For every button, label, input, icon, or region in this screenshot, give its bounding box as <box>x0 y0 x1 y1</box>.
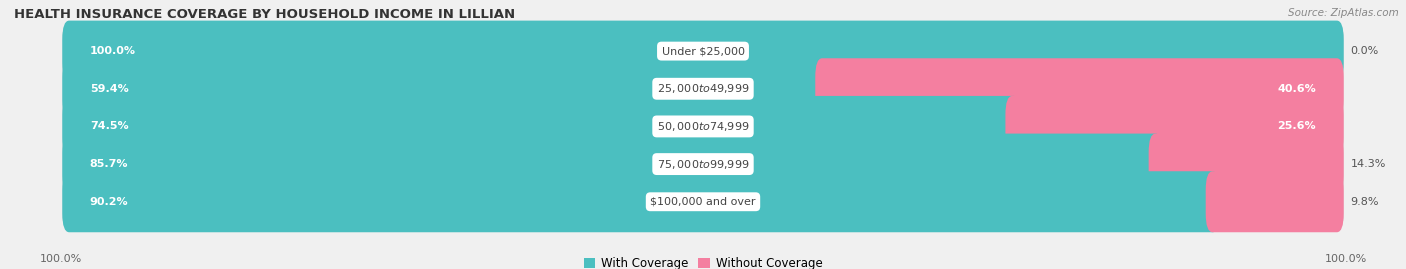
Text: $50,000 to $74,999: $50,000 to $74,999 <box>657 120 749 133</box>
FancyBboxPatch shape <box>62 134 1163 194</box>
FancyBboxPatch shape <box>62 58 830 119</box>
Text: 40.6%: 40.6% <box>1278 84 1316 94</box>
Text: 59.4%: 59.4% <box>90 84 128 94</box>
FancyBboxPatch shape <box>62 94 1344 158</box>
FancyBboxPatch shape <box>815 58 1344 119</box>
Text: 100.0%: 100.0% <box>39 254 82 264</box>
FancyBboxPatch shape <box>62 132 1344 196</box>
Text: 14.3%: 14.3% <box>1351 159 1386 169</box>
FancyBboxPatch shape <box>62 21 1344 82</box>
FancyBboxPatch shape <box>1206 171 1344 232</box>
FancyBboxPatch shape <box>62 57 1344 121</box>
Text: 100.0%: 100.0% <box>90 46 136 56</box>
FancyBboxPatch shape <box>1005 96 1344 157</box>
Text: HEALTH INSURANCE COVERAGE BY HOUSEHOLD INCOME IN LILLIAN: HEALTH INSURANCE COVERAGE BY HOUSEHOLD I… <box>14 8 515 21</box>
FancyBboxPatch shape <box>62 171 1219 232</box>
Text: 85.7%: 85.7% <box>90 159 128 169</box>
Text: Under $25,000: Under $25,000 <box>661 46 745 56</box>
Text: $75,000 to $99,999: $75,000 to $99,999 <box>657 158 749 171</box>
Text: 90.2%: 90.2% <box>90 197 128 207</box>
FancyBboxPatch shape <box>62 170 1344 234</box>
Text: 74.5%: 74.5% <box>90 121 128 132</box>
Text: 25.6%: 25.6% <box>1278 121 1316 132</box>
Legend: With Coverage, Without Coverage: With Coverage, Without Coverage <box>579 253 827 269</box>
Text: $100,000 and over: $100,000 and over <box>650 197 756 207</box>
FancyBboxPatch shape <box>1149 134 1344 194</box>
FancyBboxPatch shape <box>62 19 1344 83</box>
Text: Source: ZipAtlas.com: Source: ZipAtlas.com <box>1288 8 1399 18</box>
Text: $25,000 to $49,999: $25,000 to $49,999 <box>657 82 749 95</box>
Text: 0.0%: 0.0% <box>1351 46 1379 56</box>
Text: 100.0%: 100.0% <box>1324 254 1367 264</box>
FancyBboxPatch shape <box>62 96 1021 157</box>
Text: 9.8%: 9.8% <box>1351 197 1379 207</box>
